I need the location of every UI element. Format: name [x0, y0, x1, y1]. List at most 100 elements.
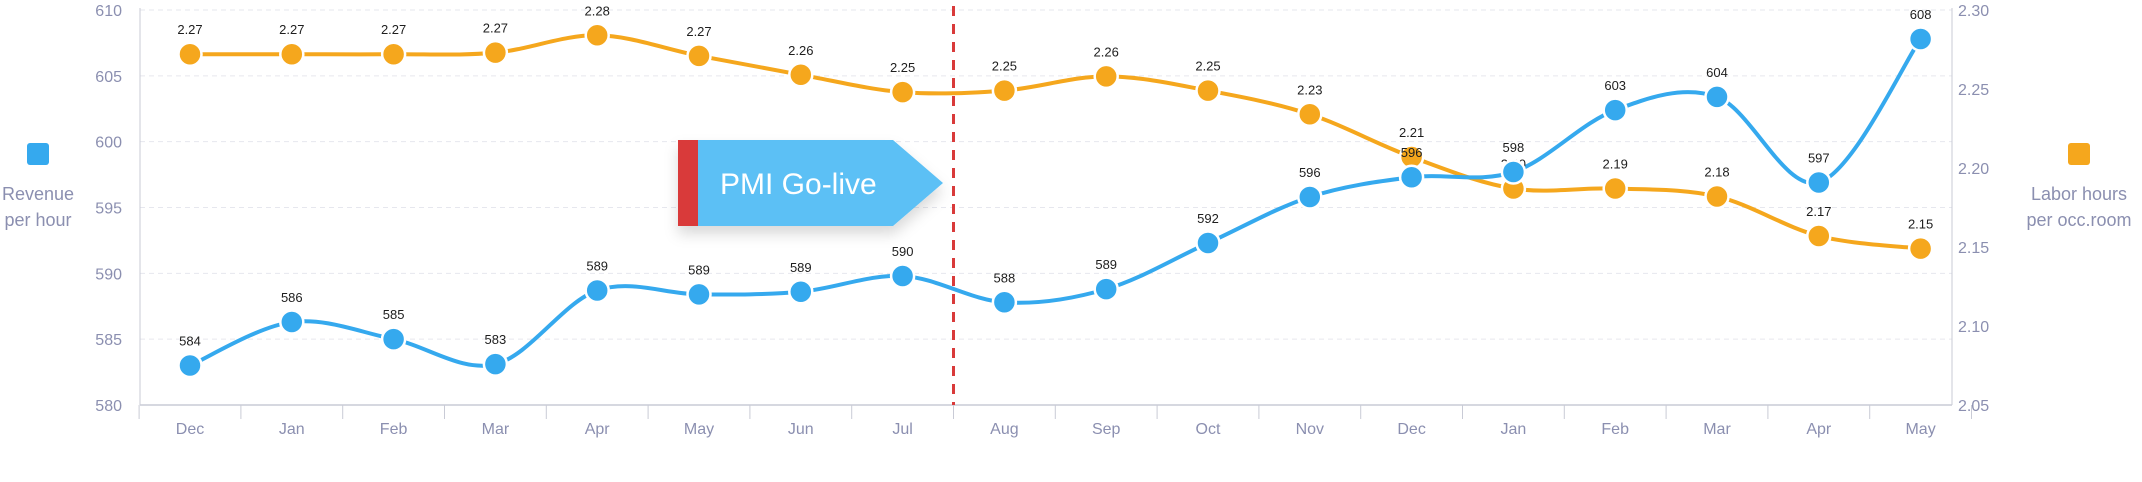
- revenue-data-label: 589: [586, 258, 608, 273]
- x-tick-label: Apr: [585, 421, 611, 438]
- revenue-data-label: 585: [383, 307, 405, 322]
- labor-point: [482, 39, 509, 66]
- labor-point: [788, 62, 814, 88]
- labor-point: [1093, 63, 1119, 90]
- revenue-data-label: 589: [688, 262, 710, 277]
- x-tick-label: Oct: [1196, 421, 1221, 438]
- labor-point: [1907, 235, 1934, 262]
- revenue-data-label: 588: [994, 270, 1016, 285]
- labor-data-label: 2.27: [483, 21, 508, 36]
- x-tick-label: May: [684, 421, 714, 438]
- revenue-data-label: 596: [1299, 165, 1321, 180]
- revenue-data-label: 592: [1197, 211, 1219, 226]
- revenue-point: [177, 352, 203, 379]
- revenue-point: [1195, 230, 1221, 256]
- y-left-tick-label: 610: [95, 3, 122, 20]
- revenue-data-label: 603: [1604, 78, 1626, 93]
- labor-data-label: 2.21: [1399, 125, 1424, 140]
- x-tick-label: Jun: [788, 421, 814, 438]
- x-tick-label: Mar: [1703, 421, 1731, 438]
- labor-point: [1704, 183, 1730, 210]
- y-right-tick-label: 2.15: [1958, 240, 1989, 257]
- legend-label-revenue-line2: per hour: [4, 210, 71, 230]
- revenue-point: [584, 277, 610, 304]
- y-left-tick-label: 585: [95, 332, 122, 349]
- labor-point: [177, 41, 203, 67]
- revenue-point: [889, 263, 916, 289]
- labor-point: [1806, 223, 1832, 249]
- labor-data-label: 2.26: [788, 43, 813, 58]
- revenue-data-label: 596: [1401, 145, 1423, 160]
- revenue-point: [1093, 276, 1119, 302]
- labor-point: [1195, 77, 1221, 104]
- labor-data-label: 2.27: [381, 22, 406, 37]
- y-right-tick-label: 2.05: [1958, 398, 1989, 415]
- labor-point: [889, 79, 916, 105]
- x-tick-label: Feb: [1601, 421, 1629, 438]
- revenue-point: [1704, 84, 1730, 110]
- grid-lines: [140, 9, 1952, 340]
- labor-data-label: 2.25: [1195, 59, 1220, 74]
- x-tick-label: Jul: [892, 421, 912, 438]
- labor-data-label: 2.27: [177, 22, 202, 37]
- revenue-data-label: 608: [1910, 7, 1932, 22]
- revenue-point: [1907, 26, 1934, 52]
- labor-data-label: 2.28: [585, 3, 610, 18]
- revenue-point: [1806, 169, 1832, 196]
- series-line-revenue: [188, 36, 1923, 368]
- labor-point: [279, 41, 305, 67]
- legend: Revenue per hour Labor hours per occ.room: [2, 143, 2132, 230]
- revenue-data-label: 589: [1095, 257, 1117, 272]
- revenue-data-label: 597: [1808, 150, 1830, 165]
- labor-data-label: 2.26: [1094, 44, 1119, 59]
- labor-data-label: 2.15: [1908, 217, 1933, 232]
- y-left-tick-label: 580: [95, 398, 122, 415]
- x-tick-label: Feb: [380, 421, 408, 438]
- revenue-data-label: 583: [485, 332, 507, 347]
- y-right-tick-label: 2.25: [1958, 82, 1989, 99]
- labor-data-label: 2.18: [1704, 164, 1729, 179]
- revenue-data-label: 584: [179, 334, 201, 349]
- revenue-data-label: 598: [1503, 140, 1525, 155]
- labor-point: [380, 41, 407, 67]
- labor-point: [991, 77, 1018, 104]
- revenue-point: [1398, 164, 1425, 190]
- x-tick-label: Mar: [482, 421, 510, 438]
- legend-swatch-labor: [2068, 143, 2090, 165]
- series-layer: 2.27 2.27 2.27 2.27 2.28 2.27 2.26 2.25 2.25 2.26…: [177, 3, 1934, 379]
- labor-point: [584, 22, 610, 49]
- labor-data-label: 2.27: [686, 24, 711, 39]
- legend-label-labor-line1: Labor hours: [2031, 184, 2127, 204]
- revenue-point: [1500, 159, 1527, 185]
- labor-data-label: 2.25: [890, 60, 915, 75]
- y-left-tick-label: 605: [95, 69, 122, 86]
- x-tick-label: Sep: [1092, 421, 1121, 438]
- revenue-data-label: 604: [1706, 65, 1728, 80]
- revenue-point: [279, 309, 305, 335]
- revenue-data-label: 586: [281, 290, 303, 305]
- x-tick-label: Jan: [279, 421, 305, 438]
- labor-data-label: 2.19: [1603, 157, 1628, 172]
- revenue-point: [1602, 97, 1628, 123]
- y-left-tick-label: 595: [95, 201, 122, 218]
- axes: 580 585 590 595 600 605 610 2.05 2.10 2.15 2.20 2.2…: [95, 3, 1989, 438]
- callout-label: PMI Go-live: [720, 168, 877, 201]
- callout-marker: [678, 140, 698, 226]
- labor-data-label: 2.23: [1297, 82, 1322, 97]
- revenue-point: [380, 326, 407, 352]
- labor-point: [686, 43, 712, 69]
- labor-data-label: 2.17: [1806, 204, 1831, 219]
- revenue-point: [1297, 184, 1323, 210]
- revenue-point: [991, 289, 1018, 316]
- revenue-point: [482, 351, 509, 377]
- callout-box: [678, 140, 943, 226]
- revenue-data-label: 589: [790, 260, 812, 275]
- x-tick-label: Aug: [990, 421, 1018, 438]
- y-left-tick-label: 590: [95, 266, 122, 283]
- y-left-tick-label: 600: [95, 135, 122, 152]
- y-right-tick-label: 2.10: [1958, 319, 1989, 336]
- revenue-point: [686, 281, 712, 308]
- labor-point: [1297, 101, 1323, 128]
- labor-point: [1602, 175, 1628, 202]
